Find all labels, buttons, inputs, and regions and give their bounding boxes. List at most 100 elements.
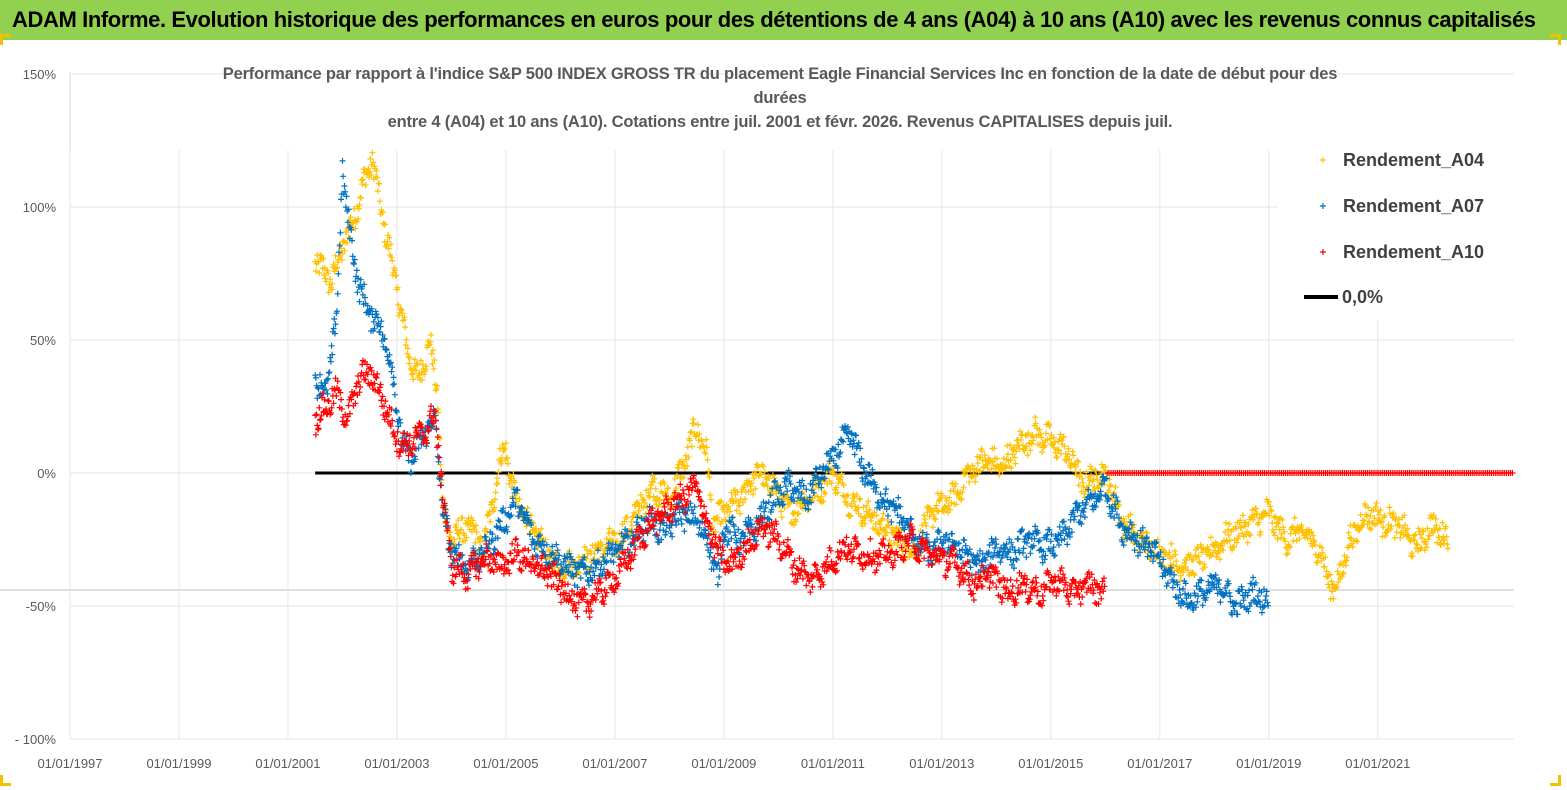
a04-point [1334,568,1341,575]
a04-point [1258,514,1265,521]
a04-point [1051,439,1058,446]
a10-point [333,393,340,399]
a04-point [356,201,363,208]
a07-point [1015,535,1022,542]
a04-point [1254,511,1261,517]
a07-point [391,391,398,398]
a07-point [383,347,390,353]
a07-point [723,524,730,530]
a07-point [354,289,361,296]
a04-point [1269,520,1276,526]
a07-point [805,506,812,513]
a04-point [1170,562,1177,568]
a04-point [373,167,380,174]
gridlines [0,72,1514,740]
a04-point [1225,532,1232,538]
a10-point [677,481,684,488]
chart-title-line-2: durées [753,89,807,107]
a07-point [327,358,334,365]
a10-point [701,503,708,510]
a04-point [959,489,966,496]
a07-point [371,325,378,332]
a04-point [1175,568,1182,575]
a04-point [987,457,994,464]
a04-point [994,455,1000,462]
a04-point [501,446,508,453]
a07-point [328,342,335,349]
a04-point [944,505,951,512]
a04-point [1182,563,1189,570]
a10-point [400,430,407,437]
a04-point [1052,449,1059,456]
a04-point [921,516,928,522]
a07-point [586,582,592,589]
a07-point [378,318,385,325]
a04-point [524,505,531,511]
a04-point [1265,498,1272,505]
a07-point [624,534,631,540]
a04-point [1263,511,1270,518]
a04-point [737,510,744,517]
a07-point [1195,593,1201,600]
a04-point [453,521,460,528]
a04-point [1322,554,1329,561]
a07-point [585,578,592,585]
a04-point [857,513,864,520]
a04-point [1083,469,1090,476]
a07-point [600,554,607,561]
a04-point [1212,547,1218,554]
a07-point [714,581,721,588]
a04-point [1183,557,1190,563]
a04-point [1237,517,1244,524]
a04-point [1037,431,1044,438]
a04-point [1054,454,1060,461]
a04-point [1345,529,1352,536]
a04-point [624,514,631,521]
a04-point [621,518,628,525]
a04-point [684,463,691,469]
a04-point [355,205,362,212]
a04-point [1274,519,1280,526]
a04-point [430,365,437,372]
a04-point [469,517,476,524]
a04-point [922,519,929,526]
a04-point [662,489,669,496]
a04-point [394,284,401,291]
a04-point [960,484,967,491]
a04-point [879,515,886,522]
a07-point [610,559,617,566]
a04-point [752,486,759,492]
a04-point [584,547,590,553]
a04-point [1333,583,1340,590]
a10-point [956,581,963,588]
a04-point [1047,435,1054,442]
a04-point [1030,437,1037,444]
a07-point [681,528,688,535]
a04-point [434,382,441,389]
a07-point [1250,574,1257,581]
a07-point [1027,550,1034,557]
a07-point [618,542,624,549]
a04-point [857,495,864,502]
a04-point [388,254,395,261]
a10-point [564,581,571,588]
a04-point [714,514,721,521]
a04-point [840,482,847,488]
a04-point [1002,464,1009,471]
a04-point [1272,513,1279,520]
a04-point [411,356,418,363]
a04-point [1075,482,1082,489]
a04-point [1238,524,1245,530]
a04-point [935,508,942,515]
a04-point [1333,584,1340,591]
a04-point [1396,522,1403,529]
a07-point [543,541,550,548]
a04-point [981,452,988,459]
a04-point [1079,479,1086,486]
a04-point [1335,579,1342,586]
a07-point [383,345,389,352]
a04-point [818,493,825,500]
a04-point [1173,563,1180,570]
a04-point [401,314,408,321]
a04-point [494,480,501,487]
